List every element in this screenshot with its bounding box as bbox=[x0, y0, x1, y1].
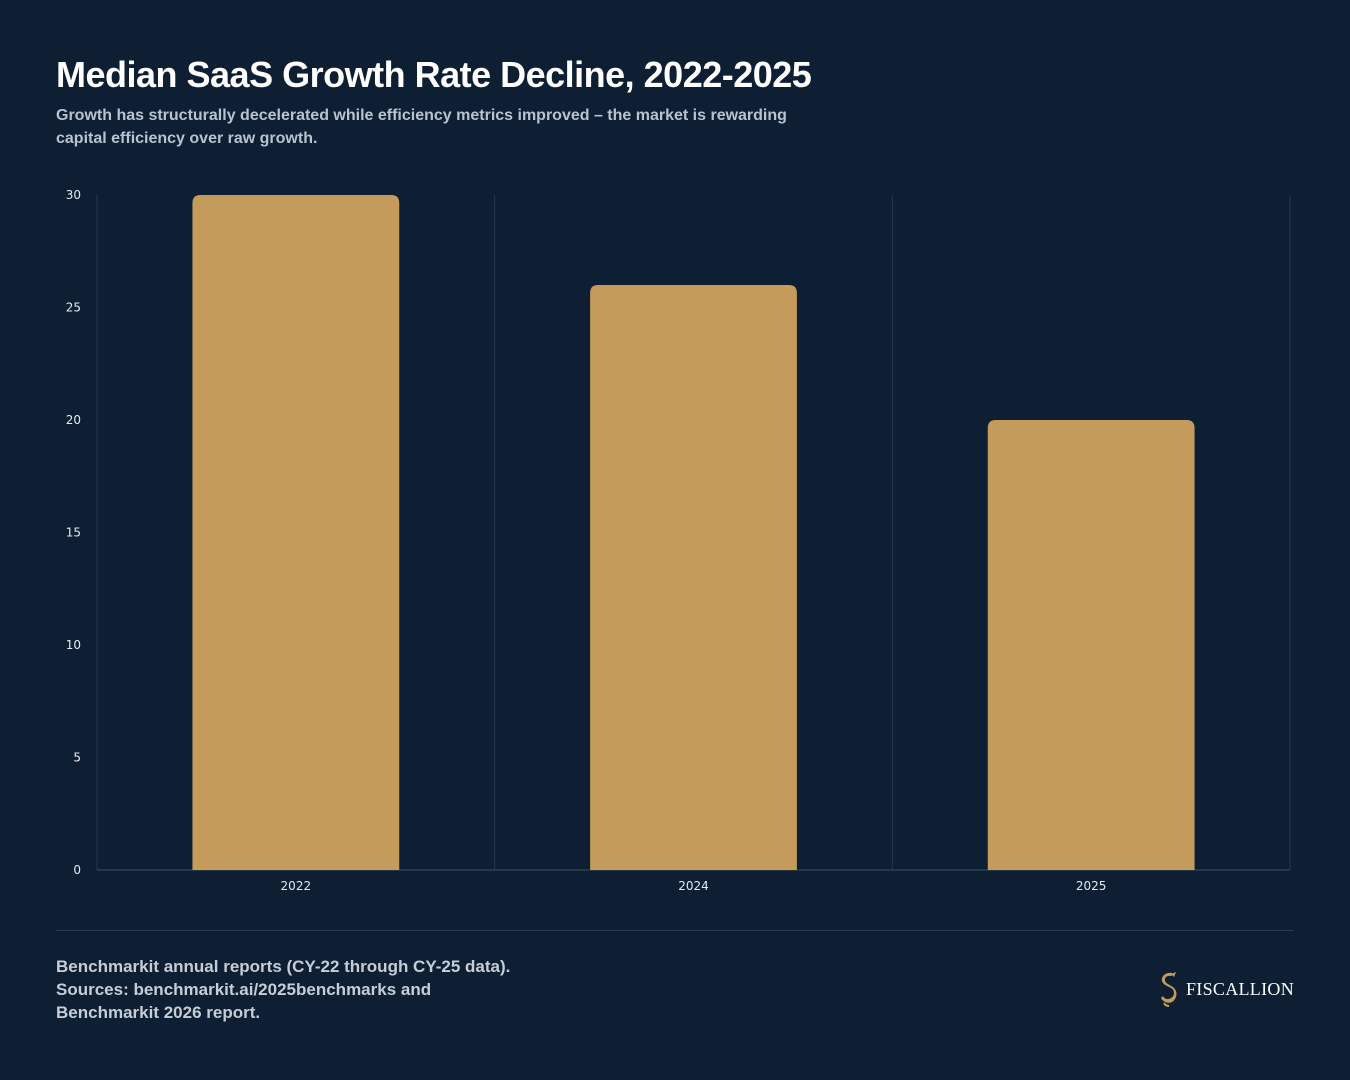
chart-subtitle: Growth has structurally decelerated whil… bbox=[56, 107, 787, 147]
x-tick-labels: 2022 2024 2025 bbox=[281, 879, 1107, 893]
source-line-2: Sources: benchmarkit.ai/2025benchmarks a… bbox=[56, 980, 432, 1022]
chart-title: Median SaaS Growth Rate Decline, 2022-20… bbox=[56, 54, 812, 95]
footer-divider bbox=[56, 930, 1294, 931]
brand-logo: FISCALLION bbox=[1156, 970, 1294, 1008]
y-tick-label: 20 bbox=[66, 413, 81, 427]
bar-2025 bbox=[987, 420, 1195, 870]
y-tick-label: 15 bbox=[66, 526, 81, 540]
grid-lines bbox=[96, 195, 1291, 870]
x-tick-label: 2025 bbox=[1076, 879, 1107, 893]
y-tick-labels: 0 5 10 15 20 25 30 bbox=[66, 188, 81, 877]
x-tick-label: 2022 bbox=[281, 879, 312, 893]
source-line-1: Benchmarkit annual reports (CY-22 throug… bbox=[56, 957, 511, 976]
bar-2022 bbox=[192, 195, 400, 870]
y-tick-label: 0 bbox=[73, 863, 81, 877]
bars bbox=[192, 195, 1195, 870]
y-tick-label: 5 bbox=[73, 751, 81, 765]
source-note: Benchmarkit annual reports (CY-22 throug… bbox=[56, 955, 526, 1024]
bar-2024 bbox=[590, 285, 797, 870]
x-tick-label: 2024 bbox=[678, 879, 709, 893]
y-tick-label: 25 bbox=[66, 301, 81, 315]
y-tick-label: 30 bbox=[66, 188, 81, 202]
brand-name: FISCALLION bbox=[1185, 978, 1294, 999]
seahorse-s-logo-icon bbox=[1160, 972, 1177, 1007]
y-tick-label: 10 bbox=[66, 638, 81, 652]
